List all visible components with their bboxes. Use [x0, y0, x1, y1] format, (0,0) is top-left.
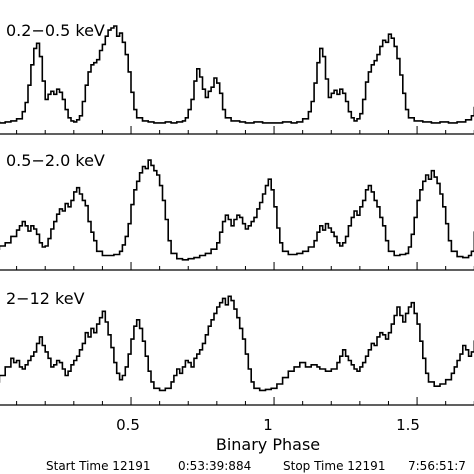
panel-label-0.5-2.0-kev: 0.5−2.0 keV: [6, 151, 105, 170]
series-line-2-12-kev: [0, 295, 474, 392]
x-axis-label: Binary Phase: [216, 435, 320, 454]
panel-label-2-12-kev: 2−12 keV: [6, 289, 85, 308]
x-tick-label-1.5: 1.5: [396, 416, 420, 434]
x-tick-label-0.5: 0.5: [116, 416, 140, 434]
start-time-value: 0:53:39:884: [178, 459, 251, 473]
start-time-label: Start Time 12191: [46, 459, 150, 473]
panel-label-0.2-0.5-kev: 0.2−0.5 keV: [6, 21, 105, 40]
stop-time-label: Stop Time 12191: [283, 459, 385, 473]
stop-time-value: 7:56:51:7: [408, 459, 466, 473]
x-tick-label-1: 1: [263, 416, 273, 434]
series-line-0.2-0.5-kev: [0, 25, 474, 124]
tick-marks: [16, 126, 474, 405]
series-line-0.5-2.0-kev: [0, 159, 474, 261]
panel-frames: [0, 133, 474, 406]
